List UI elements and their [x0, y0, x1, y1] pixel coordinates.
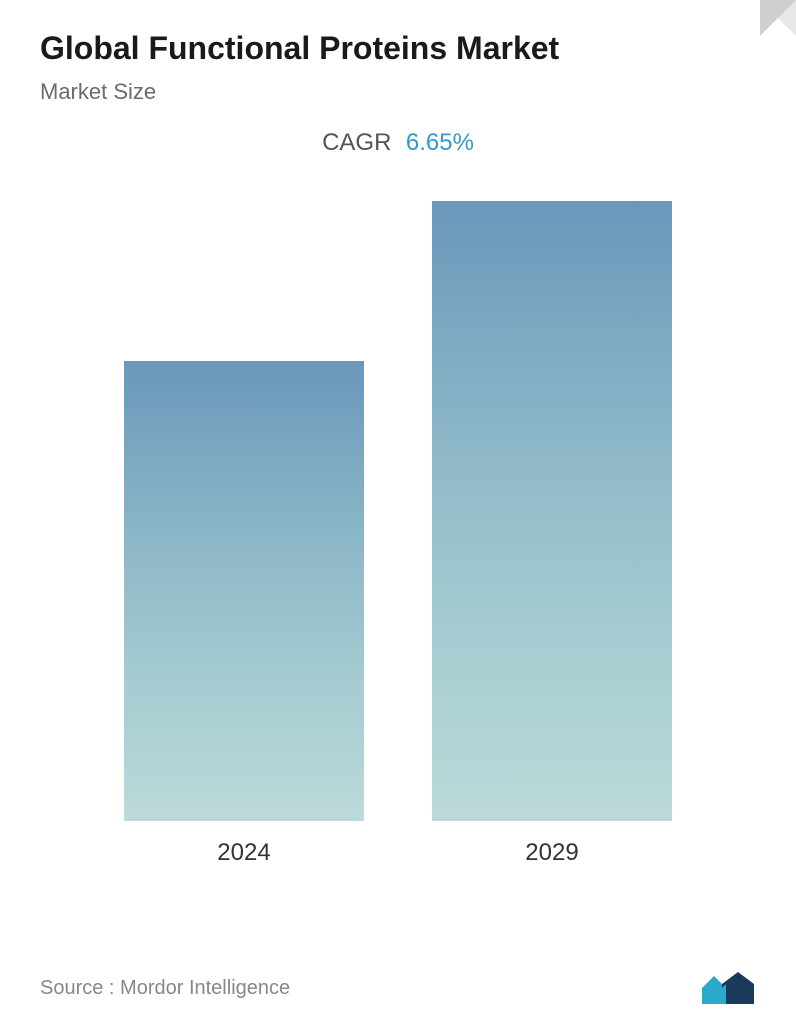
chart-area: 2024 2029 [40, 187, 756, 867]
source-text: Source : Mordor Intelligence [40, 977, 290, 1000]
bar-group-0: 2024 [124, 361, 364, 867]
bar-0 [124, 361, 364, 821]
cagr-row: CAGR 6.65% [40, 129, 756, 157]
cagr-value: 6.65% [406, 129, 474, 156]
bar-1 [432, 201, 672, 821]
chart-container: Global Functional Proteins Market Market… [0, 0, 796, 1034]
bar-group-1: 2029 [432, 201, 672, 867]
cagr-label: CAGR [322, 129, 391, 156]
chart-subtitle: Market Size [40, 79, 756, 105]
logo-icon [700, 970, 756, 1006]
bar-label-0: 2024 [217, 839, 270, 867]
page-corner-fold [760, 0, 796, 36]
footer: Source : Mordor Intelligence [40, 970, 756, 1006]
bar-label-1: 2029 [525, 839, 578, 867]
chart-title: Global Functional Proteins Market [40, 30, 756, 67]
